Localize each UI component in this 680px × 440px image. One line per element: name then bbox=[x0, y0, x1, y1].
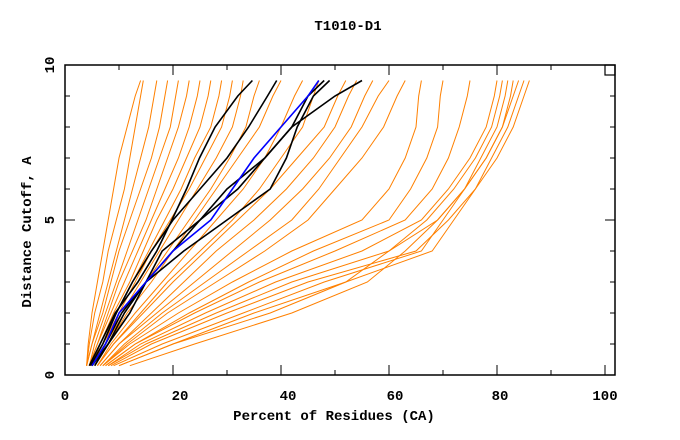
black-model-curve bbox=[89, 80, 278, 367]
orange-model-curve bbox=[99, 80, 374, 367]
orange-model-curve bbox=[91, 80, 233, 366]
blue-model-curve bbox=[91, 80, 320, 367]
x-tick-label: 0 bbox=[61, 389, 69, 405]
orange-model-curve bbox=[102, 80, 390, 367]
orange-model-curve bbox=[118, 80, 503, 367]
black-model-curve bbox=[91, 79, 363, 367]
orange-model-curve bbox=[88, 80, 201, 366]
y-tick-label: 0 bbox=[43, 371, 59, 379]
orange-model-curve bbox=[86, 80, 142, 366]
axis-ticks bbox=[64, 64, 615, 376]
legend-key-box bbox=[604, 64, 616, 76]
y-tick-label: 10 bbox=[43, 57, 59, 74]
y-axis-label: Distance Cutoff, A bbox=[20, 156, 36, 308]
x-tick-label: 80 bbox=[492, 389, 509, 405]
black-model-curve bbox=[94, 79, 331, 367]
orange-model-curve bbox=[110, 80, 530, 367]
orange-model-curve bbox=[88, 80, 179, 366]
x-tick-label: 20 bbox=[172, 389, 189, 405]
orange-model-curve bbox=[91, 80, 212, 366]
orange-model-curve bbox=[96, 80, 347, 366]
orange-model-curve bbox=[129, 80, 509, 367]
orange-model-curve bbox=[86, 80, 158, 366]
y-tick-label: 5 bbox=[43, 216, 59, 224]
black-model-curve bbox=[88, 79, 253, 367]
chart-title: T1010-D1 bbox=[314, 19, 381, 35]
orange-model-curve bbox=[86, 80, 169, 366]
x-tick-label: 40 bbox=[280, 389, 297, 405]
curves-layer bbox=[86, 79, 530, 367]
orange-model-curve bbox=[86, 80, 144, 366]
orange-model-curve bbox=[113, 80, 520, 367]
orange-model-curve bbox=[105, 80, 444, 367]
orange-model-curve bbox=[102, 80, 406, 367]
x-tick-label: 60 bbox=[387, 389, 404, 405]
orange-model-curve bbox=[107, 80, 498, 367]
x-tick-label: 100 bbox=[592, 389, 617, 405]
orange-model-curve bbox=[118, 80, 525, 367]
orange-model-curve bbox=[88, 80, 190, 366]
orange-model-curve bbox=[102, 80, 422, 367]
orange-model-curve bbox=[99, 80, 358, 367]
orange-model-curve bbox=[96, 80, 304, 366]
orange-model-curve bbox=[105, 80, 471, 367]
x-axis-label: Percent of Residues (CA) bbox=[233, 409, 435, 425]
orange-model-curve bbox=[94, 80, 282, 366]
